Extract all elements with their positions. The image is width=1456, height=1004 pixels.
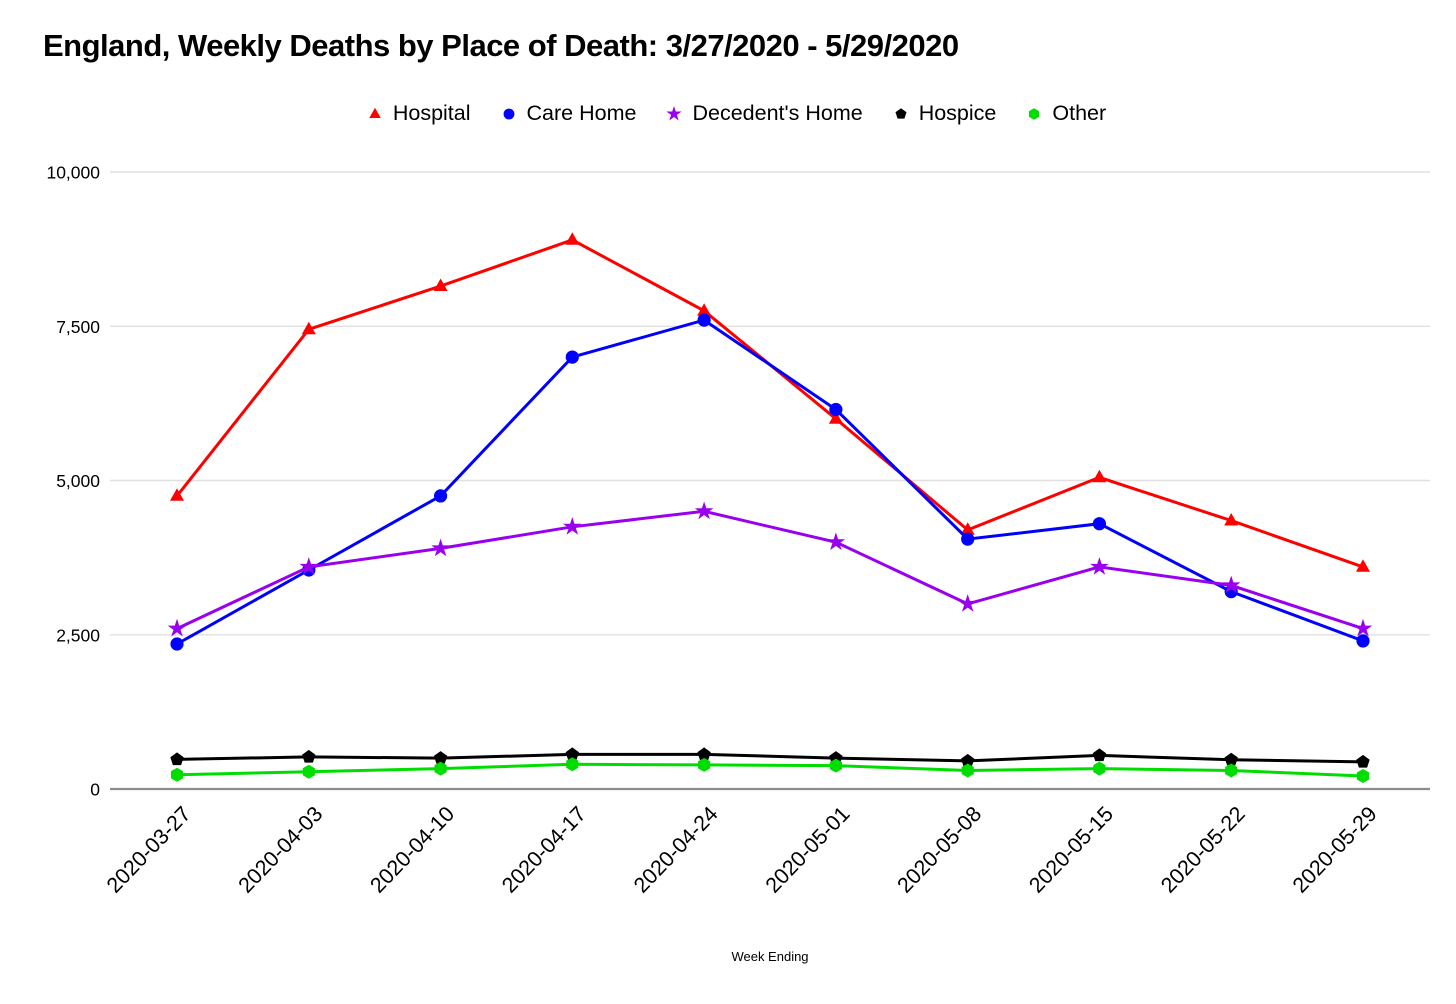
marker-care-home <box>1356 634 1370 648</box>
line-other <box>176 762 1364 778</box>
marker-other <box>1225 763 1238 778</box>
series-care-home <box>170 313 1370 651</box>
marker-decedent-s-home <box>1353 618 1373 637</box>
legend-item-decedent-s-home: Decedent's Home <box>663 101 863 126</box>
line-hospital <box>175 238 1364 569</box>
legend-label-care-home: Care Home <box>526 101 637 125</box>
series-other <box>170 757 1370 783</box>
marker-hospital <box>1356 559 1370 572</box>
marker-other <box>434 761 447 776</box>
marker-care-home <box>565 350 579 364</box>
marker-hospital <box>301 321 316 335</box>
marker-hospital <box>697 303 712 316</box>
other-marker-icon <box>1029 107 1040 120</box>
marker-other <box>829 758 842 773</box>
legend-marker-care-home <box>503 108 514 119</box>
x-tick-label: 2020-03-27 <box>102 802 196 898</box>
marker-care-home <box>829 402 843 417</box>
care-home-marker-icon <box>503 108 514 119</box>
marker-decedent-s-home <box>563 517 582 535</box>
legend-item-care-home: Care Home <box>498 101 637 126</box>
y-tick-label: 0 <box>90 780 100 800</box>
legend-marker-decedent-s-home <box>666 105 683 120</box>
legend-label-other: Other <box>1052 101 1107 125</box>
hospital-marker-icon <box>369 107 381 118</box>
series-hospital <box>170 232 1370 572</box>
marker-care-home <box>1092 517 1106 531</box>
line-hospice <box>176 752 1364 764</box>
marker-other <box>1093 761 1106 776</box>
marker-hospice <box>433 751 448 764</box>
marker-other <box>1356 769 1370 783</box>
x-tick-label: 2020-05-08 <box>893 802 987 898</box>
marker-decedent-s-home <box>1090 557 1109 575</box>
marker-hospice <box>961 753 975 767</box>
marker-other <box>170 767 184 782</box>
marker-other <box>961 763 974 778</box>
x-tick-label: 2020-04-10 <box>365 802 459 898</box>
x-tick-label: 2020-05-15 <box>1024 802 1118 898</box>
marker-decedent-s-home <box>1221 575 1241 594</box>
x-tick-label: 2020-05-29 <box>1288 802 1382 898</box>
x-tick-label: 2020-04-24 <box>629 802 723 898</box>
marker-hospice <box>1092 748 1107 762</box>
legend-marker-hospice <box>895 107 907 119</box>
marker-hospice <box>1224 752 1238 766</box>
marker-decedent-s-home <box>826 532 846 551</box>
marker-decedent-s-home <box>958 594 977 612</box>
legend-label-decedent-s-home: Decedent's Home <box>692 101 863 125</box>
marker-hospital <box>828 411 843 424</box>
marker-care-home <box>170 637 184 651</box>
marker-hospice <box>170 752 184 766</box>
marker-hospital <box>1092 469 1107 483</box>
marker-hospital <box>170 488 184 501</box>
marker-other <box>566 757 579 772</box>
legend-marker-hospital <box>369 107 381 118</box>
legend: Hospital Care Home Decedent's Home Hospice O… <box>0 101 1456 126</box>
line-decedent-s-home <box>176 509 1364 631</box>
marker-hospital <box>565 232 580 245</box>
marker-hospice <box>565 747 579 761</box>
marker-other <box>302 764 315 779</box>
marker-care-home <box>961 532 975 546</box>
marker-hospital <box>960 522 975 535</box>
hospice-marker-icon <box>895 107 907 119</box>
y-tick-label: 10,000 <box>46 163 100 183</box>
marker-decedent-s-home <box>299 557 319 575</box>
legend-label-hospital: Hospital <box>392 101 471 125</box>
y-tick-label: 7,500 <box>56 317 100 337</box>
legend-label-hospice: Hospice <box>918 101 997 125</box>
series-hospice <box>170 747 1370 768</box>
legend-item-hospice: Hospice <box>890 101 997 126</box>
marker-hospice <box>302 749 316 763</box>
x-axis-title: Week Ending <box>731 949 808 964</box>
decedent-s-home-marker-icon <box>666 105 683 120</box>
marker-hospital <box>1224 513 1239 526</box>
x-tick-labels: 2020-03-27 2020-04-03 2020-04-10 2020-04-17… <box>102 802 1382 898</box>
x-tick-label: 2020-05-01 <box>761 802 855 898</box>
line-care-home <box>176 318 1364 646</box>
marker-care-home <box>434 489 448 503</box>
x-tick-label: 2020-04-03 <box>234 802 328 898</box>
x-tick-label: 2020-05-22 <box>1156 802 1250 898</box>
y-tick-label: 5,000 <box>56 471 100 491</box>
legend-item-other: Other <box>1023 101 1106 126</box>
marker-decedent-s-home <box>167 618 187 637</box>
marker-hospital <box>433 278 448 291</box>
marker-hospice <box>697 747 711 761</box>
marker-hospice <box>1356 754 1370 768</box>
chart-title: England, Weekly Deaths by Place of Death… <box>43 28 959 63</box>
x-tick-label: 2020-04-17 <box>497 802 591 898</box>
marker-other <box>698 757 711 772</box>
marker-care-home <box>697 313 711 327</box>
marker-decedent-s-home <box>431 538 450 557</box>
marker-decedent-s-home <box>694 501 714 520</box>
series-decedent-s-home <box>167 501 1373 637</box>
legend-marker-other <box>1029 107 1040 120</box>
gridlines: 0 2,500 5,000 7,500 10,000 <box>46 163 1430 800</box>
legend-item-hospital: Hospital <box>364 101 471 126</box>
y-tick-label: 2,500 <box>56 625 100 645</box>
